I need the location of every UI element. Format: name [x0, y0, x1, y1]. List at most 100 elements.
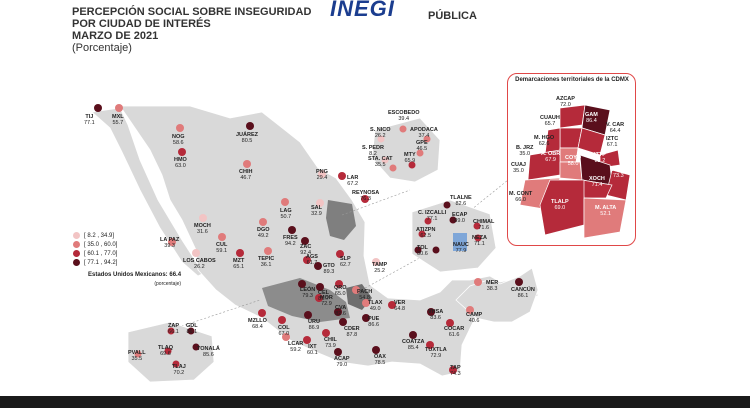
city-dot-tlax [362, 299, 370, 307]
city-label: REYNOSA 76.3 [352, 190, 380, 202]
city-dot-tuxtla [426, 341, 434, 349]
legend-swatch [73, 250, 80, 257]
city-label: NEZA 71.1 [472, 235, 487, 247]
city-dot-lapaz [168, 238, 176, 246]
city-label: GPE 46.5 [416, 140, 428, 152]
city-label: CANCÚN 86.1 [511, 287, 535, 299]
city-label: GTO 89.3 [323, 263, 335, 275]
city-label: CVA 82.6 [335, 305, 347, 317]
city-label: S. PEDR 8.2 [362, 145, 385, 157]
city-label: COCAR 61.6 [444, 326, 465, 338]
city-dot-atizpn [418, 230, 426, 238]
city-dot-cva [334, 308, 342, 316]
legend-item: [ 8.2 , 34.9] [73, 231, 117, 240]
city-label: MZT 65.1 [233, 258, 245, 270]
city-dot-snico [377, 135, 385, 143]
city-dot-gdl [187, 327, 195, 335]
city-dot-zac [301, 237, 309, 245]
city-label: MOR 72.9 [320, 295, 333, 307]
city-dot-png [318, 170, 326, 178]
city-label: URU 86.9 [308, 319, 320, 331]
city-dot-cizcalli [424, 217, 432, 225]
city-dot-lcar [282, 333, 290, 341]
city-dot-camp [466, 306, 474, 314]
cdmx-label: COYO 58.0 [565, 155, 582, 167]
cdmx-inset-marker [453, 233, 467, 251]
cdmx-label: IZTC 67.1 [606, 136, 619, 148]
city-dot-mzllo [258, 309, 266, 317]
monterrey-inset [371, 117, 441, 183]
city-label: APODACA 37.4 [410, 127, 438, 139]
cdmx-label: A. OBR 67.9 [541, 151, 561, 163]
city-dot-spedr [381, 156, 389, 164]
city-label: IXT 60.1 [307, 344, 318, 356]
city-dot-nog [176, 124, 184, 132]
city-dot-nauc [432, 246, 440, 254]
city-dot-neza [474, 234, 482, 242]
cdmx-label: V. CAR 64.4 [606, 122, 625, 134]
city-label: TIJ 77.1 [84, 114, 95, 126]
city-label: TUXTLA 72.9 [425, 347, 447, 359]
city-label: CDER 87.8 [344, 326, 360, 338]
cdmx-label: M. HGO 62.6 [534, 135, 555, 147]
cdmx-tlalp [539, 179, 585, 236]
title-subtitle: (Porcentaje) [72, 42, 132, 54]
city-dot-mzt [236, 249, 244, 257]
city-label: SLP 62.7 [340, 256, 351, 268]
city-label: LEÓN 79.3 [300, 287, 316, 299]
legend-swatch [73, 259, 80, 266]
city-dot-mty [408, 161, 416, 169]
city-dots [94, 104, 523, 374]
legend-swatch [73, 232, 80, 239]
city-label: COATZA 85.4 [402, 339, 425, 351]
city-label: NOG 58.6 [172, 134, 185, 146]
city-dot-col [278, 316, 286, 324]
cdmx-label: CUAJ 35.0 [511, 162, 526, 174]
cdmx-label: B. JRZ 35.0 [516, 145, 534, 157]
city-dot-vhsa [427, 308, 435, 316]
city-dot-juarez [246, 122, 254, 130]
city-dot-tepic [264, 247, 272, 255]
city-label: COL 67.0 [278, 325, 290, 337]
city-dot-tij [94, 104, 102, 112]
city-label: MZLLO 68.4 [248, 318, 267, 330]
city-dot-acap [334, 348, 342, 356]
city-label: MER 38.3 [486, 280, 499, 292]
cdmx-azcap [559, 104, 586, 129]
city-dot-dgo [259, 218, 267, 226]
cdmx-label: GAM 86.4 [585, 112, 598, 124]
city-dot-pue [362, 314, 370, 322]
city-dot-mxl [115, 104, 123, 112]
city-dot-pvall [134, 350, 142, 358]
national-value: Estados Unidos Mexicanos: 66.4 (porcenta… [88, 272, 182, 287]
city-label: GDL 86.1 [186, 323, 198, 335]
cdmx-title: Demarcaciones territoriales de la CDMX [515, 77, 629, 83]
city-label: TOL 80.6 [417, 245, 428, 257]
city-dot-lag [281, 198, 289, 206]
city-label: JUÁREZ 80.5 [236, 132, 259, 144]
city-dot-tlaj [172, 360, 180, 368]
cdmx-label: TLHC 73.3 [611, 167, 626, 179]
legend-item: [ 60.1 , 77.0] [73, 249, 117, 258]
city-label: FRES 94.2 [283, 235, 298, 247]
city-dot-cel [316, 283, 324, 291]
city-label: HMO 63.0 [174, 157, 187, 169]
city-label: AGS 61.7 [306, 254, 318, 266]
city-label: OAX 78.5 [374, 354, 386, 366]
city-label: ATIZPN 62.5 [416, 227, 436, 239]
bottom-band [0, 396, 750, 408]
city-dot-hmo [178, 148, 186, 156]
city-label: LOS CABOS 26.2 [183, 258, 216, 270]
city-label: CHIL 73.9 [324, 337, 337, 349]
city-dot-chih [243, 160, 251, 168]
city-dot-cocar [446, 319, 454, 327]
city-label: TEPIC 36.1 [258, 256, 275, 268]
city-dot-oax [372, 346, 380, 354]
national-note: (porcentaje) [154, 281, 182, 287]
city-label: CHIMAL 71.6 [473, 219, 495, 231]
city-dot-uru [304, 311, 312, 319]
city-label: PUE 86.6 [368, 316, 380, 328]
city-dot-pach [352, 286, 360, 294]
